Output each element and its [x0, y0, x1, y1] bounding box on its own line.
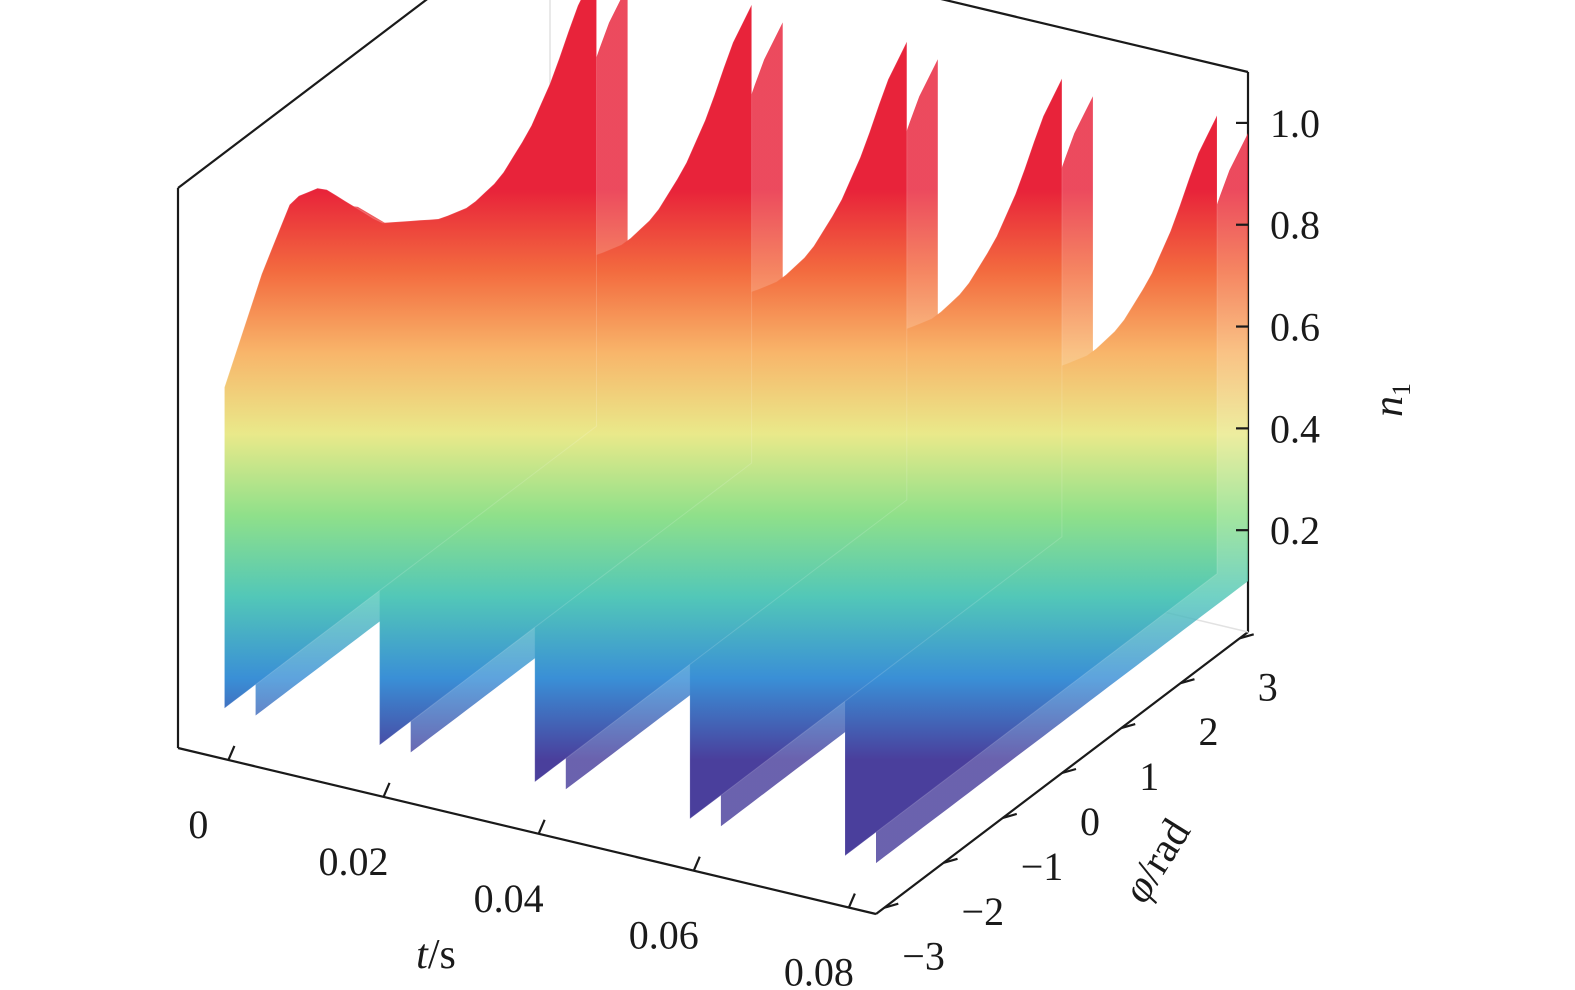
y-tick: [1002, 812, 1018, 819]
x-axis-label-unit: /s: [428, 932, 456, 978]
x-tick: [692, 856, 701, 872]
y-tick-label: 0: [1080, 799, 1100, 844]
surface-plot: [224, 0, 1248, 864]
x-axis-label: t/s: [416, 932, 456, 978]
x-tick-label: 0: [188, 802, 208, 847]
x-tick-label: 0.06: [629, 913, 699, 958]
y-tick: [1120, 723, 1136, 730]
y-tick-label: −3: [902, 934, 945, 979]
y-tick-label: 2: [1198, 709, 1218, 754]
surface-sheet: [224, 0, 597, 710]
y-tick: [1180, 678, 1195, 685]
y-tick: [1061, 767, 1077, 775]
x-tick-label: 0.08: [784, 950, 854, 990]
x-tick: [227, 745, 236, 761]
z-axis-label-var: n: [1366, 396, 1412, 417]
y-tick-label: −1: [1021, 844, 1064, 889]
y-axis-label: φ/rad: [1114, 811, 1200, 910]
y-tick-label: 1: [1139, 754, 1159, 799]
z-tick-label: 0.6: [1270, 305, 1320, 350]
axis-ticks: [227, 121, 1255, 909]
x-tick: [847, 893, 856, 908]
y-tick: [1239, 633, 1255, 640]
y-tick-label: −2: [962, 889, 1005, 934]
z-tick-label: 0.8: [1270, 203, 1320, 248]
z-axis-label: n1: [1366, 383, 1416, 417]
x-tick-label: 0.04: [474, 876, 544, 921]
z-axis-label-sub: 1: [1387, 383, 1416, 396]
z-tick-label: 1.0: [1270, 101, 1320, 146]
x-axis-label-var: t: [416, 932, 429, 978]
x-axis-line: [177, 746, 877, 916]
top-left-pane-edge: [177, 0, 428, 189]
x-tick: [537, 819, 546, 835]
top-back-pane-edge: [940, 0, 1249, 74]
z-tick-label: 0.2: [1270, 508, 1320, 553]
z-tick-label: 0.4: [1270, 406, 1320, 451]
x-tick-label: 0.02: [319, 839, 389, 884]
x-tick: [382, 782, 391, 798]
y-tick-label: 3: [1258, 664, 1278, 709]
tick-labels: 00.020.040.060.08 −3−2−101230.20.40.60.81…: [188, 101, 1320, 990]
y-tick: [943, 857, 958, 864]
y-tick: [883, 902, 899, 909]
